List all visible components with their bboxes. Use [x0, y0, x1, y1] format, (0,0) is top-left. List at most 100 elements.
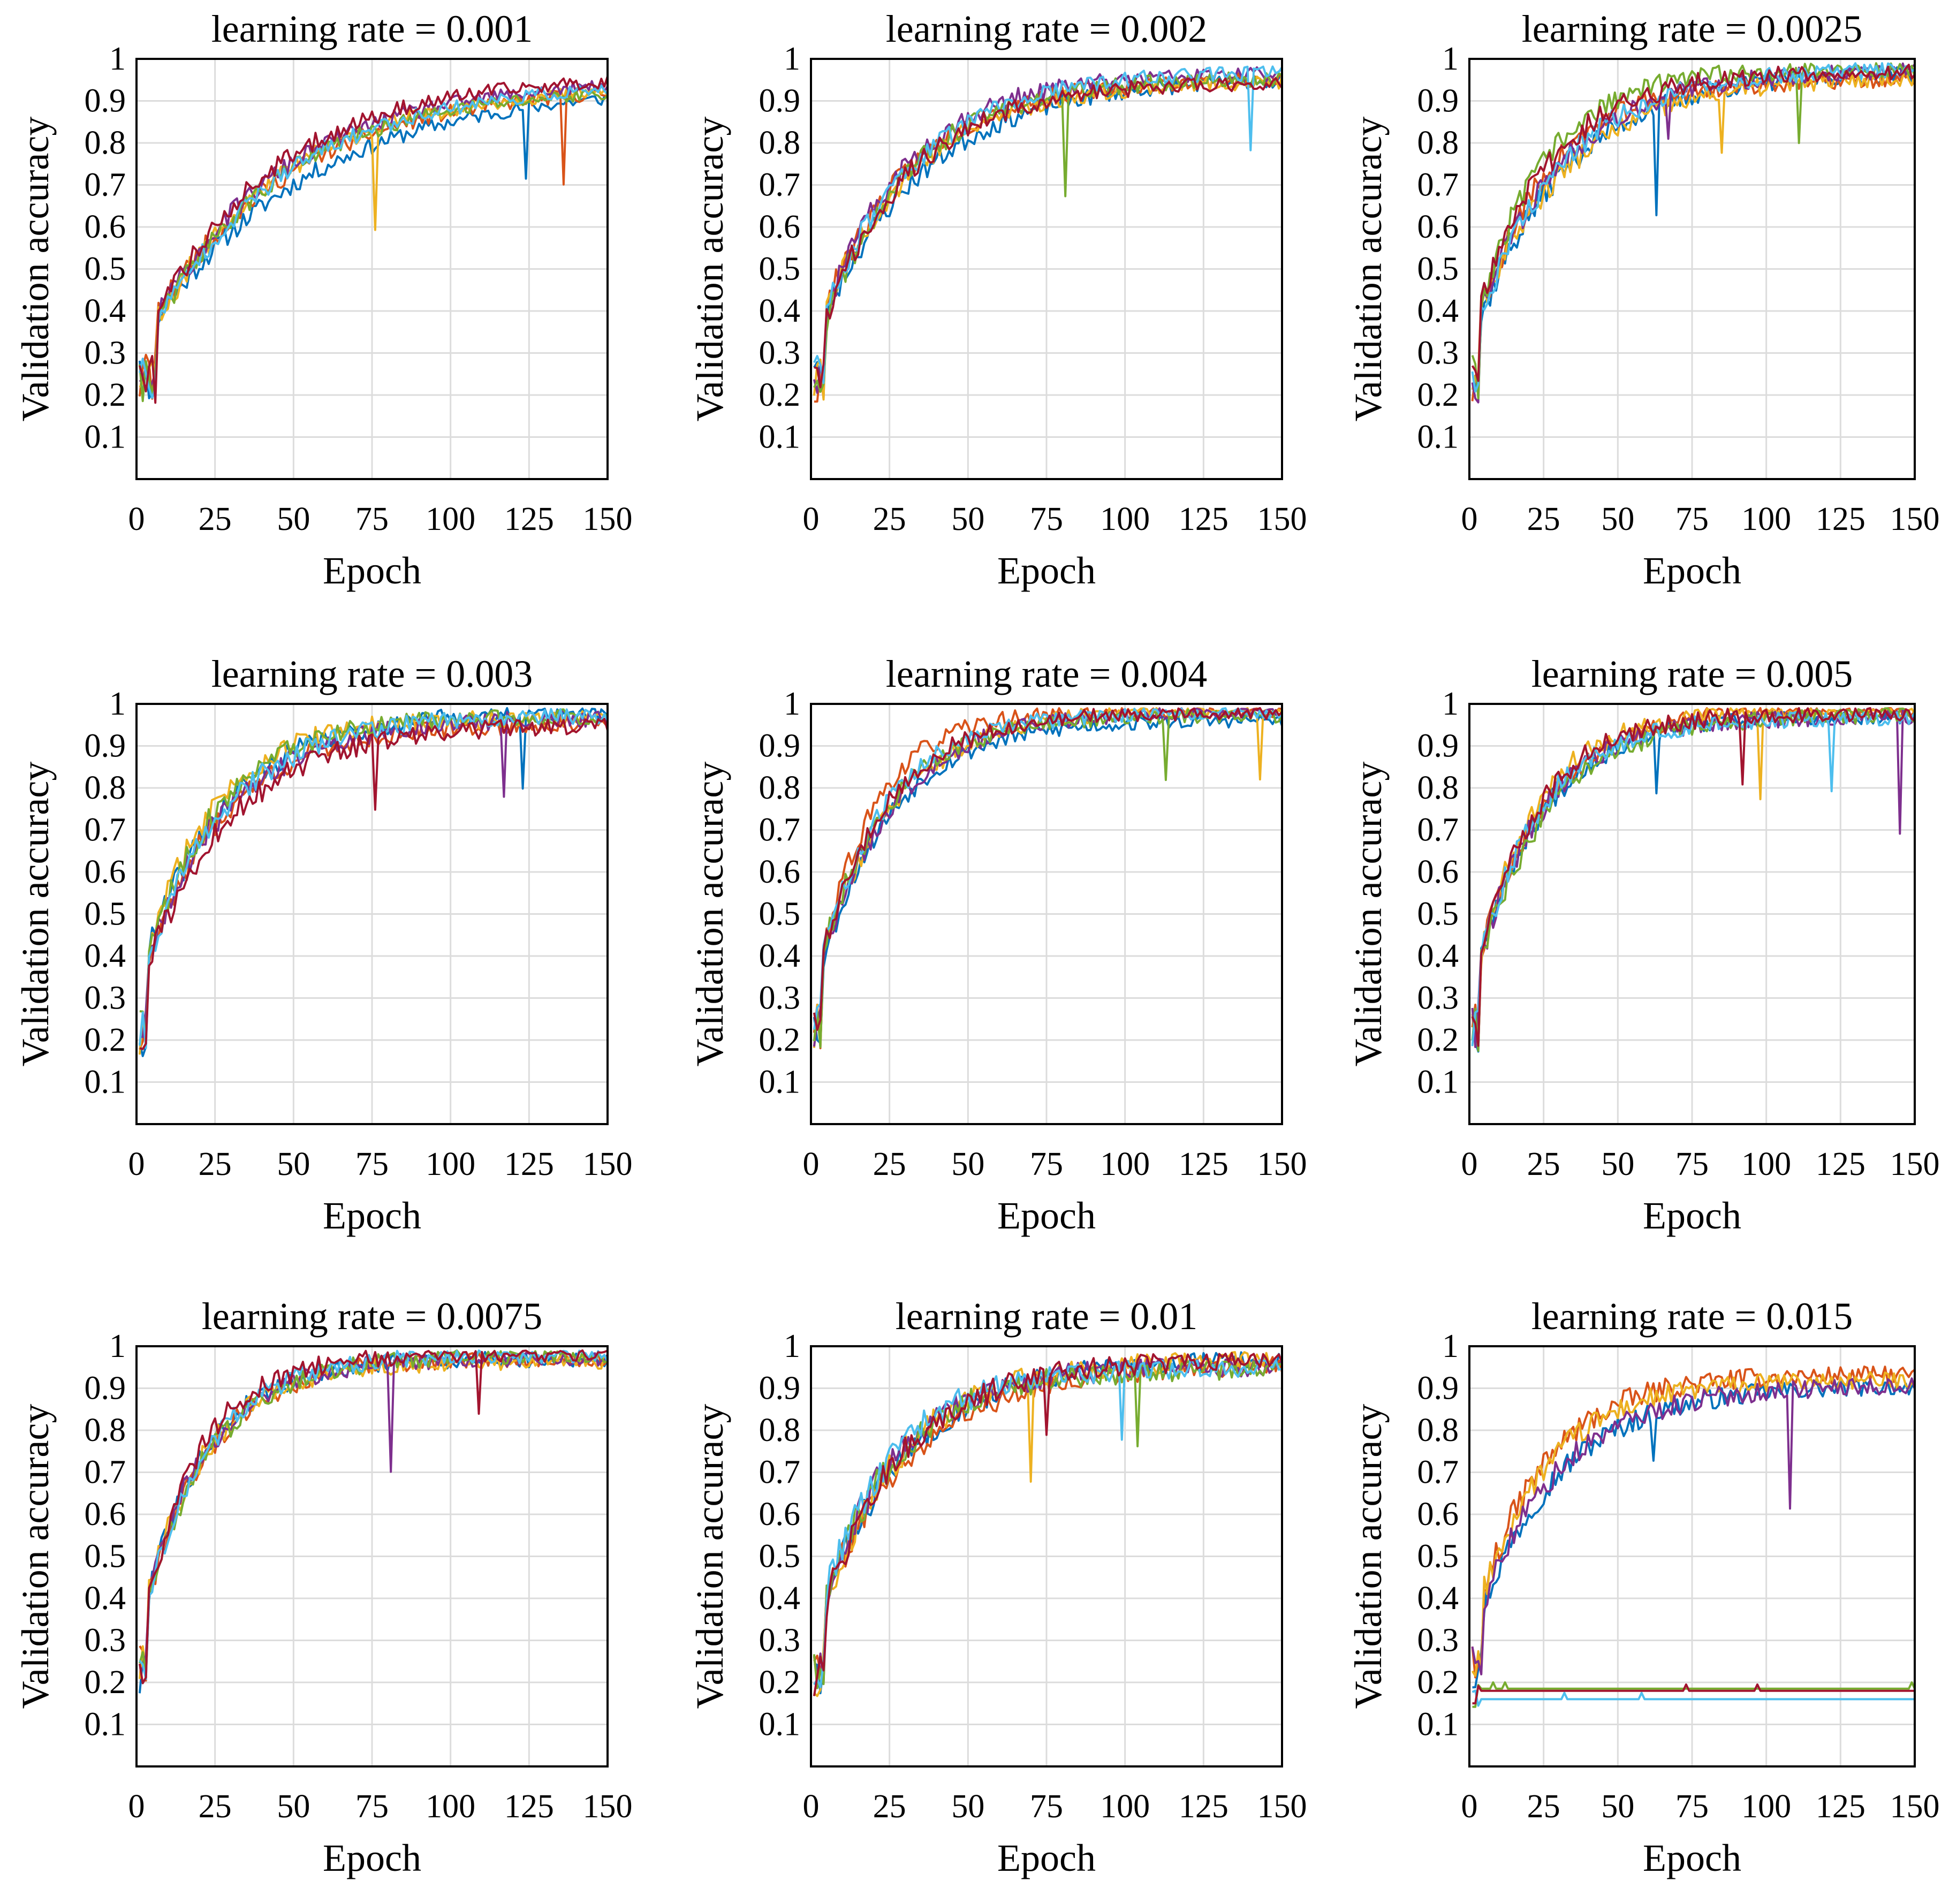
x-tick-label: 50: [951, 1788, 984, 1825]
y-tick-label: 0.9: [759, 1370, 801, 1407]
y-tick-label: 0.6: [85, 854, 126, 890]
series-line-4: [139, 1351, 609, 1671]
y-tick-label: 0.4: [1417, 293, 1459, 329]
chart-panel-3: 0 25 50 75 100 125 150 0.1 0.2 0.3 0.4 0.5 0.6 0.7 0.8…: [1347, 7, 1940, 592]
x-tick-label: 0: [128, 1788, 145, 1825]
y-tick-label: 0.9: [759, 83, 801, 119]
x-tick-label: 150: [1890, 1788, 1940, 1825]
x-tick-label: 50: [1601, 501, 1634, 537]
y-tick-label: 0.2: [759, 1664, 801, 1701]
x-tick-label: 75: [355, 1146, 389, 1182]
x-tick-label: 25: [1527, 1788, 1560, 1825]
x-tick-label: 0: [803, 1788, 820, 1825]
x-tick-label: 50: [277, 1146, 310, 1182]
y-tick-label: 0.4: [759, 293, 801, 329]
y-tick-label: 0.8: [85, 770, 126, 806]
series-line-6: [138, 708, 609, 1049]
y-tick-label: 0.9: [85, 83, 126, 119]
x-tick-label: 150: [1257, 1146, 1307, 1182]
y-tick-label: 0.4: [85, 293, 126, 329]
y-tick-label: 0.1: [85, 419, 126, 456]
y-tick-label: 0.8: [1417, 770, 1459, 806]
y-tick-label: 0.6: [759, 854, 801, 890]
y-tick-label: 0.9: [1417, 1370, 1459, 1407]
y-tick-label: 0.5: [759, 251, 801, 287]
y-tick-label: 0.7: [759, 1454, 801, 1491]
chart-panel-6: 0 25 50 75 100 125 150 0.1 0.2 0.3 0.4 0.5 0.6 0.7 0.8…: [1347, 653, 1940, 1237]
series-line-7: [813, 1352, 1283, 1696]
x-axis-label: Epoch: [997, 1837, 1096, 1879]
x-tick-label: 100: [1741, 1788, 1791, 1825]
x-axis-label: Epoch: [1643, 549, 1741, 592]
chart-panel-8: 0 25 50 75 100 125 150 0.1 0.2 0.3 0.4 0.5 0.6 0.7 0.8…: [688, 1295, 1307, 1879]
y-tick-label: 0.1: [759, 419, 801, 456]
x-tick-label: 0: [128, 1146, 145, 1182]
x-tick-label: 25: [873, 1788, 906, 1825]
x-tick-label: 50: [277, 501, 310, 537]
x-tick-label: 150: [1257, 1788, 1307, 1825]
series-line-2: [138, 88, 608, 400]
series-line-5: [813, 708, 1283, 1049]
y-tick-label: 0.8: [759, 1412, 801, 1448]
y-tick-label: 0.5: [85, 896, 126, 932]
x-tick-label: 75: [1675, 501, 1709, 537]
y-tick-label: 0.7: [1417, 812, 1459, 848]
x-axis-label: Epoch: [997, 1194, 1096, 1237]
series-line-5: [1471, 707, 1916, 1052]
chart-panel-4: 0 25 50 75 100 125 150 0.1 0.2 0.3 0.4 0.5 0.6 0.7 0.8…: [14, 653, 633, 1237]
x-tick-label: 100: [1100, 501, 1150, 537]
chart-panel-7: 0 25 50 75 100 125 150 0.1 0.2 0.3 0.4 0.5 0.6 0.7 0.8…: [14, 1295, 633, 1879]
y-tick-label: 1: [784, 686, 800, 722]
chart-title: learning rate = 0.003: [211, 653, 533, 695]
y-tick-label: 0.5: [759, 1538, 801, 1575]
y-tick-label: 1: [784, 1328, 800, 1364]
y-axis-label: Validation accuracy: [688, 1404, 731, 1709]
series-line-3: [1471, 1371, 1916, 1677]
x-tick-label: 125: [1816, 501, 1865, 537]
y-tick-label: 0.3: [1417, 335, 1459, 371]
series-line-5: [138, 89, 609, 403]
plot-frame: [1468, 58, 1916, 480]
series-line-1: [1472, 66, 1916, 390]
y-tick-label: 0.5: [1417, 251, 1459, 287]
y-tick-label: 1: [1442, 686, 1459, 722]
series-line-5: [813, 71, 1283, 393]
y-tick-label: 0.7: [85, 1454, 126, 1491]
chart-panel-5: 0 25 50 75 100 125 150 0.1 0.2 0.3 0.4 0.5 0.6 0.7 0.8…: [688, 653, 1307, 1237]
x-axis-label: Epoch: [1643, 1837, 1741, 1879]
y-tick-label: 0.6: [759, 1496, 801, 1533]
x-axis-label: Epoch: [997, 549, 1096, 592]
y-tick-label: 0.1: [1417, 1706, 1459, 1743]
series-line-6: [139, 1349, 609, 1680]
y-tick-label: 0.6: [1417, 1496, 1459, 1533]
y-tick-label: 0.9: [1417, 728, 1459, 764]
x-tick-label: 50: [951, 501, 984, 537]
x-tick-label: 125: [1179, 1788, 1228, 1825]
x-tick-label: 75: [1030, 501, 1063, 537]
y-tick-label: 0.3: [759, 335, 801, 371]
series-line-6: [1471, 710, 1916, 1046]
plot-frame: [135, 58, 609, 480]
chart-title: learning rate = 0.001: [211, 7, 533, 50]
series-line-5: [1471, 62, 1916, 400]
y-tick-label: 0.6: [1417, 209, 1459, 245]
series-line-7: [813, 707, 1283, 1031]
x-tick-label: 150: [1257, 501, 1307, 537]
x-tick-label: 50: [277, 1788, 310, 1825]
x-tick-label: 100: [426, 1788, 475, 1825]
series-line-1: [1472, 1378, 1916, 1689]
y-axis-label: Validation accuracy: [14, 1404, 57, 1709]
chart-title: learning rate = 0.002: [886, 7, 1207, 50]
y-tick-label: 0.1: [759, 1064, 801, 1101]
series-line-3: [813, 75, 1283, 401]
series-line-6: [813, 707, 1283, 1030]
y-tick-label: 0.4: [1417, 938, 1459, 974]
x-tick-label: 50: [1601, 1146, 1634, 1182]
y-tick-label: 0.1: [1417, 1064, 1459, 1101]
y-tick-label: 1: [1442, 41, 1459, 77]
x-tick-label: 100: [426, 501, 475, 537]
y-tick-label: 0.7: [759, 812, 801, 848]
x-tick-label: 125: [504, 501, 554, 537]
y-tick-label: 0.2: [1417, 377, 1459, 413]
